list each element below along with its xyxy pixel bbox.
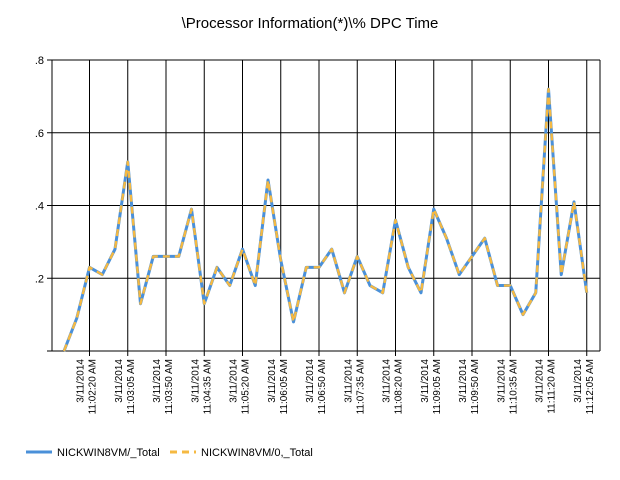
x-tick-label: 3/11/2014 11:04:35 AM [190,359,213,415]
x-tick-time: 11:03:05 AM [126,359,137,414]
x-tick-date: 3/11/2014 [152,359,163,403]
x-tick-date: 3/11/2014 [573,359,584,403]
x-ticks: 3/11/2014 11:02:20 AM 3/11/2014 11:03:05 AM… [76,351,596,414]
x-tick-time: 11:09:05 AM [432,359,443,414]
series-line-1 [62,87,588,352]
y-tick-label: .6 [35,128,44,140]
x-tick-label: 3/11/2014 11:10:35 AM [496,359,519,415]
legend-label-0: NICKWIN8VM/_Total [57,447,160,459]
x-tick-date: 3/11/2014 [229,359,240,403]
x-tick-date: 3/11/2014 [190,359,201,403]
x-tick-time: 11:03:50 AM [164,359,175,414]
x-tick-label: 3/11/2014 11:06:05 AM [267,359,290,415]
x-tick-date: 3/11/2014 [305,359,316,403]
x-tick-time: 11:07:35 AM [355,359,366,414]
x-tick-date: 3/11/2014 [458,359,469,403]
x-tick-time: 11:06:50 AM [317,359,328,414]
x-tick-date: 3/11/2014 [267,359,278,403]
x-tick-label: 3/11/2014 11:09:05 AM [420,359,443,415]
legend: NICKWIN8VM/_Total NICKWIN8VM/0,_Total [26,447,313,459]
y-tick-label: .4 [35,201,44,213]
x-tick-date: 3/11/2014 [76,359,87,403]
x-tick-date: 3/11/2014 [343,359,354,403]
x-tick-label: 3/11/2014 11:03:05 AM [114,359,137,415]
x-tick-time: 11:11:20 AM [547,359,558,414]
x-tick-date: 3/11/2014 [496,359,507,403]
legend-label-1: NICKWIN8VM/0,_Total [201,447,313,459]
x-tick-label: 3/11/2014 11:06:50 AM [305,359,328,415]
x-tick-time: 11:05:20 AM [241,359,252,414]
grid [52,59,600,351]
chart-title: \Processor Information(*)\% DPC Time [182,15,439,32]
x-tick-time: 11:10:35 AM [508,359,519,414]
axes [51,59,601,352]
series-group [62,87,589,352]
x-tick-label: 3/11/2014 11:05:20 AM [229,359,252,415]
x-tick-time: 11:06:05 AM [279,359,290,414]
x-tick-time: 11:08:20 AM [394,359,405,414]
x-tick-time: 11:09:50 AM [470,359,481,414]
x-tick-time: 11:04:35 AM [202,359,213,414]
y-tick-label: .8 [35,55,44,67]
x-tick-date: 3/11/2014 [382,359,393,403]
series-line-0 [62,87,589,352]
x-tick-label: 3/11/2014 11:12:05 AM [573,359,596,415]
x-tick-time: 11:12:05 AM [585,359,596,414]
x-tick-label: 3/11/2014 11:03:50 AM [152,359,175,415]
x-tick-date: 3/11/2014 [420,359,431,403]
x-tick-label: 3/11/2014 11:09:50 AM [458,359,481,415]
x-tick-label: 3/11/2014 11:07:35 AM [343,359,366,415]
y-tick-label: .2 [35,273,44,285]
y-ticks: .2 .4 .6 .8 [35,55,52,352]
x-tick-label: 3/11/2014 11:11:20 AM [535,359,558,414]
x-tick-label: 3/11/2014 11:08:20 AM [382,359,405,415]
x-tick-time: 11:02:20 AM [88,359,99,414]
x-tick-date: 3/11/2014 [535,359,546,403]
x-tick-label: 3/11/2014 11:02:20 AM [76,359,99,415]
x-tick-date: 3/11/2014 [114,359,125,403]
